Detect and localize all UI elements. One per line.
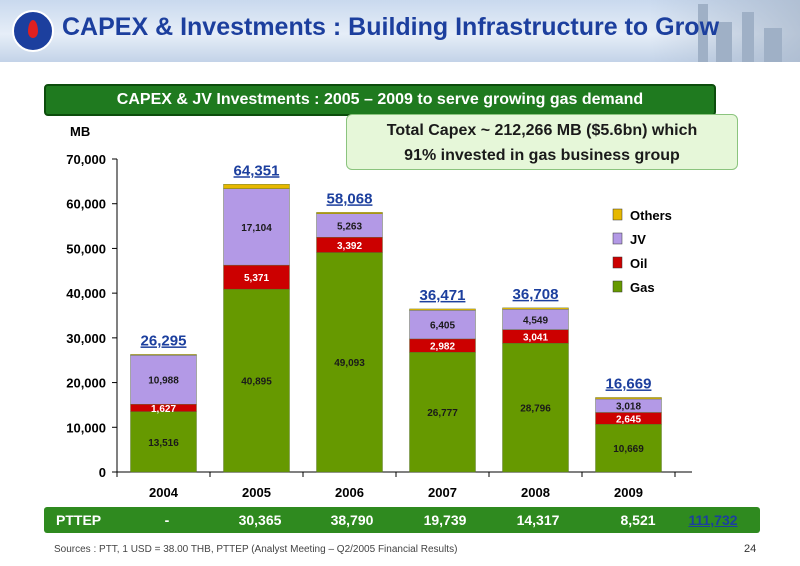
data-label-jv-2008: 4,549 <box>523 315 548 326</box>
total-label-2006: 58,068 <box>327 190 373 207</box>
callout-line-2: 91% invested in gas business group <box>404 147 680 164</box>
data-label-jv-2009: 3,018 <box>616 402 641 413</box>
x-tick-label-2009: 2009 <box>614 485 643 500</box>
data-label-gas-2008: 28,796 <box>520 404 551 415</box>
pttep-total: 111,732 <box>688 512 738 528</box>
y-tick-label: 60,000 <box>66 197 106 212</box>
y-tick-label: 0 <box>99 465 106 480</box>
data-label-gas-2007: 26,777 <box>427 408 458 419</box>
y-tick-label: 30,000 <box>66 331 106 346</box>
bar-gas-2005 <box>223 288 290 473</box>
bar-others-2005 <box>223 184 290 189</box>
page-title: CAPEX & Investments : Building Infrastru… <box>62 13 720 41</box>
legend-label-others: Others <box>630 208 672 223</box>
x-tick-label-2005: 2005 <box>242 485 271 500</box>
data-label-gas-2009: 10,669 <box>613 444 644 455</box>
bar-gas-2008 <box>502 343 569 473</box>
callout-line-1: Total Capex ~ 212,266 MB ($5.6bn) which <box>386 122 698 139</box>
pttep-value-2009: 8,521 <box>620 512 656 528</box>
y-axis-label: MB <box>70 124 90 139</box>
y-tick-label: 70,000 <box>66 152 106 167</box>
data-label-jv-2006: 5,263 <box>337 222 362 233</box>
flame-drop-icon <box>28 20 38 38</box>
data-label-jv-2007: 6,405 <box>430 321 455 332</box>
y-tick-label: 20,000 <box>66 376 106 391</box>
y-tick-label: 40,000 <box>66 286 106 301</box>
pttep-label: PTTEP <box>56 512 102 528</box>
bar-others-2007 <box>409 308 476 311</box>
pttep-value-2008: 14,317 <box>516 512 560 528</box>
data-label-oil-2006: 3,392 <box>337 241 362 252</box>
y-tick-label: 50,000 <box>66 241 106 256</box>
legend-swatch-jv <box>612 232 623 245</box>
total-capex-callout: Total Capex ~ 212,266 MB ($5.6bn) which … <box>346 114 738 170</box>
data-label-oil-2005: 5,371 <box>244 273 269 284</box>
pttep-value-2006: 38,790 <box>330 512 374 528</box>
bar-others-2006 <box>316 212 383 214</box>
bar-gas-2004 <box>130 411 197 473</box>
x-tick-label-2004: 2004 <box>149 485 179 500</box>
data-label-gas-2005: 40,895 <box>241 377 272 388</box>
pttep-value-2004: - <box>164 512 170 528</box>
data-label-jv-2004: 10,988 <box>148 376 179 387</box>
source-note: Sources : PTT, 1 USD = 38.00 THB, PTTEP … <box>54 544 458 555</box>
pttep-value-2007: 19,739 <box>423 512 467 528</box>
pttep-logo <box>12 10 54 52</box>
bar-gas-2006 <box>316 252 383 473</box>
page-number: 24 <box>744 543 757 555</box>
x-tick-label-2008: 2008 <box>521 485 550 500</box>
total-label-2007: 36,471 <box>420 287 466 304</box>
bar-jv-2004 <box>130 354 197 405</box>
header-band: CAPEX & Investments : Building Infrastru… <box>0 0 800 62</box>
pttep-value-2005: 30,365 <box>238 512 282 528</box>
legend-label-oil: Oil <box>630 256 647 271</box>
skyline-image <box>650 0 800 62</box>
bar-jv-2005 <box>223 188 290 266</box>
data-label-gas-2004: 13,516 <box>148 438 179 449</box>
total-label-2005: 64,351 <box>234 162 280 179</box>
data-label-oil-2009: 2,645 <box>616 414 641 425</box>
y-tick-label: 10,000 <box>66 420 106 435</box>
legend-swatch-others <box>612 208 623 221</box>
x-tick-label-2007: 2007 <box>428 485 457 500</box>
bar-others-2004 <box>130 354 197 356</box>
legend-label-gas: Gas <box>630 280 655 295</box>
pttep-row: PTTEP - 30,365 38,790 19,739 14,317 8,52… <box>44 507 760 533</box>
bar-others-2009 <box>595 397 662 400</box>
x-tick-label-2006: 2006 <box>335 485 364 500</box>
bar-gas-2007 <box>409 352 476 473</box>
data-label-gas-2006: 49,093 <box>334 358 365 369</box>
legend-label-jv: JV <box>630 232 646 247</box>
total-label-2008: 36,708 <box>513 286 559 303</box>
total-label-2004: 26,295 <box>141 332 187 349</box>
data-label-oil-2007: 2,982 <box>430 342 455 353</box>
data-label-oil-2008: 3,041 <box>523 332 548 343</box>
total-label-2009: 16,669 <box>606 375 652 392</box>
legend-swatch-gas <box>612 280 623 293</box>
legend-swatch-oil <box>612 256 623 269</box>
data-label-jv-2005: 17,104 <box>241 223 272 234</box>
bar-jv-2007 <box>409 310 476 340</box>
bar-gas-2009 <box>595 424 662 473</box>
data-label-oil-2004: 1,627 <box>151 404 176 415</box>
bar-others-2008 <box>502 307 569 310</box>
